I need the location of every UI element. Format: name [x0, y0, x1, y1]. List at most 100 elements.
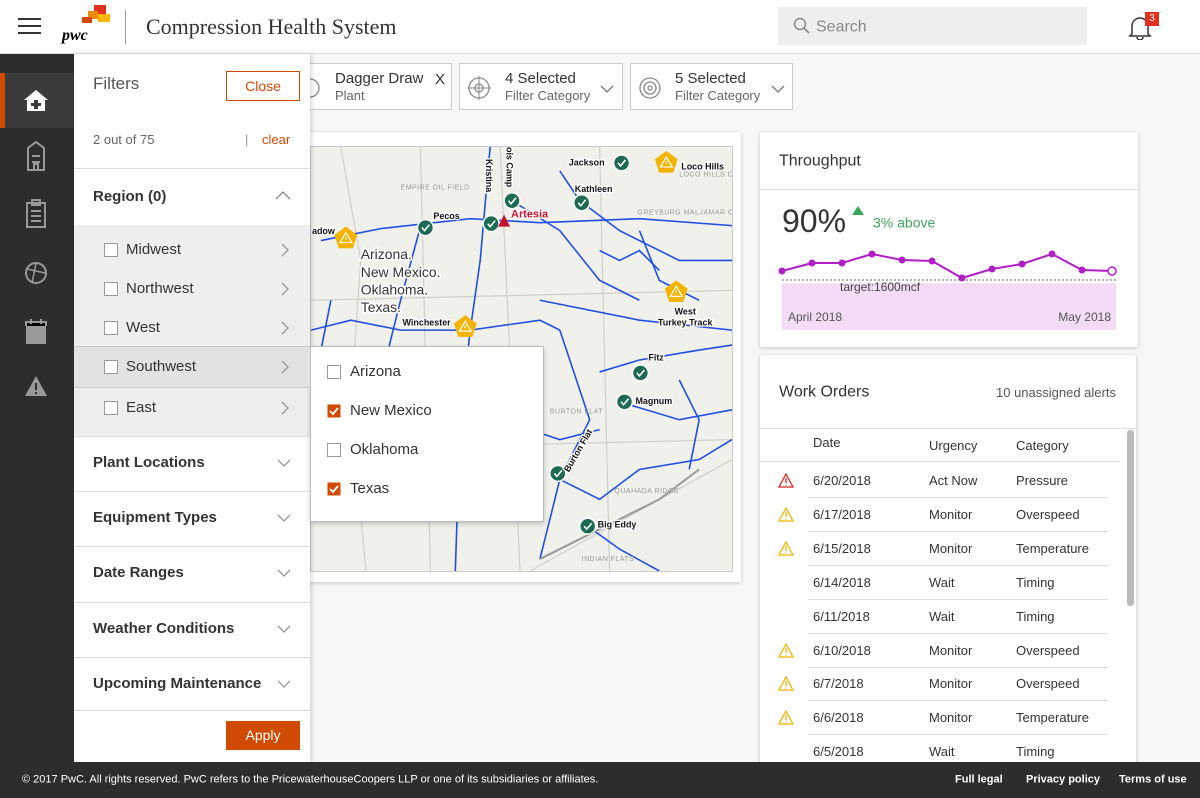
throughput-point	[958, 274, 966, 282]
work-order-cell: 6/11/2018	[813, 608, 870, 624]
row-divider	[808, 734, 1108, 735]
region-item[interactable]: East	[126, 399, 157, 416]
site-ok-marker	[615, 393, 634, 411]
divider	[760, 461, 1120, 462]
row-divider	[808, 531, 1108, 532]
divider	[74, 546, 310, 547]
chip-icons	[300, 76, 785, 100]
map-site[interactable]: Big Eddy	[578, 517, 638, 535]
warning-icon	[669, 285, 684, 297]
footer-link[interactable]: Terms of use	[1119, 773, 1187, 786]
divider	[760, 189, 1138, 190]
submenu-item[interactable]: Oklahoma	[350, 441, 419, 458]
map-site[interactable]: Fitz	[631, 351, 666, 382]
chip-subtitle: Filter Category	[675, 88, 761, 104]
site-check	[636, 369, 646, 378]
divider	[74, 491, 310, 492]
kpi-value: 90%	[782, 202, 847, 239]
checkbox-box	[104, 360, 118, 374]
work-order-cell: Overspeed	[1016, 507, 1080, 523]
region-item[interactable]: Northwest	[126, 280, 194, 297]
map-site[interactable]: Magnum	[615, 393, 673, 411]
x-start-label: April 2018	[788, 310, 842, 324]
filter-chip[interactable]	[300, 63, 452, 110]
submenu-item[interactable]: New Mexico	[350, 402, 432, 419]
nav-icons	[24, 90, 48, 396]
map-site[interactable]: adow	[311, 225, 358, 249]
map-area-label: LOCO HILLS OIL FIELD	[679, 172, 733, 179]
checkmark	[329, 407, 339, 416]
chip-subtitle: Plant	[335, 88, 365, 104]
work-order-cell: Monitor	[929, 541, 973, 556]
clear-link[interactable]: clear	[262, 132, 291, 148]
separator: |	[245, 132, 249, 148]
notifications-button[interactable]	[1126, 14, 1154, 40]
submenu-checkbox	[327, 482, 341, 496]
app-title: Compression Health System	[146, 14, 397, 39]
urgency-icon	[778, 473, 794, 488]
up-arrow	[852, 206, 864, 215]
filter-section[interactable]: Weather Conditions	[93, 619, 235, 637]
checkbox-box	[327, 365, 341, 379]
throughput-line	[781, 252, 1113, 280]
filter-section[interactable]: Equipment Types	[93, 509, 217, 527]
checkbox-box	[104, 282, 118, 296]
work-order-cell: 6/5/2018	[813, 744, 864, 760]
checkbox-box	[327, 482, 341, 496]
footer-link[interactable]: Full legal	[955, 773, 1003, 786]
filter-section[interactable]: Date Ranges	[93, 564, 184, 582]
filter-section[interactable]: Upcoming Maintenance	[93, 674, 262, 692]
chevron-path	[281, 282, 289, 296]
site-ok-marker	[482, 214, 500, 233]
scrollbar[interactable]	[1127, 430, 1134, 606]
region-item[interactable]: Midwest	[126, 241, 182, 258]
site-label: Fitz	[648, 352, 664, 362]
map-site[interactable]: Pecos	[416, 210, 461, 237]
checkbox-box	[327, 443, 341, 457]
checkbox-box	[104, 401, 118, 415]
apply-button[interactable]: Apply	[226, 721, 300, 750]
menu-button[interactable]	[18, 16, 42, 36]
work-order-cell: 6/20/2018	[813, 473, 871, 489]
throughput-point	[1048, 250, 1056, 258]
throughput-point	[808, 259, 816, 267]
chevron-path	[281, 321, 289, 335]
work-order-cell: 6/17/2018	[813, 507, 871, 523]
map-site[interactable]: Kristina	[482, 158, 500, 233]
filter-chip[interactable]	[630, 63, 793, 110]
map-site[interactable]: Loco Hills	[654, 150, 725, 173]
region-item[interactable]: Southwest	[126, 358, 197, 375]
site-check	[620, 398, 630, 407]
chevron-right	[281, 282, 289, 296]
row-divider	[808, 565, 1108, 566]
map-site[interactable]: ois Camp	[503, 147, 521, 210]
submenu-item[interactable]: Texas	[350, 480, 390, 497]
map-site[interactable]: Jackson	[568, 154, 631, 172]
map-site[interactable]: Winchester	[401, 315, 477, 337]
urgency-triangle	[778, 473, 794, 488]
throughput-point	[838, 259, 846, 267]
footer-link[interactable]: Privacy policy	[1026, 773, 1100, 786]
site-label: Magnum	[635, 396, 672, 406]
urgency-triangle	[778, 540, 794, 556]
work-order-cell: 6/7/2018	[813, 676, 864, 692]
map-overlay-text: Arizona.	[361, 246, 412, 262]
filter-section[interactable]: Plant Locations	[93, 454, 205, 471]
site-ok-marker	[549, 464, 567, 483]
close-button[interactable]: Close	[226, 71, 300, 101]
map-site[interactable]: Artesia	[498, 207, 550, 227]
filter-chip[interactable]	[459, 63, 623, 110]
chevron-right	[281, 243, 289, 257]
submenu-item[interactable]: Arizona	[350, 363, 401, 380]
region-item[interactable]: West	[126, 319, 160, 336]
search-box[interactable]	[778, 7, 1087, 45]
map-area-label: BURTON FLAT	[550, 409, 603, 416]
map-site[interactable]: Kathleen	[573, 183, 614, 212]
region-header[interactable]: Region (0)	[93, 188, 167, 205]
chip-remove[interactable]: X	[435, 71, 446, 88]
warning-icon	[338, 231, 353, 244]
work-order-cell: 6/10/2018	[813, 642, 871, 658]
panel-title: Filters	[93, 73, 140, 93]
site-label: Pecos	[433, 211, 459, 221]
